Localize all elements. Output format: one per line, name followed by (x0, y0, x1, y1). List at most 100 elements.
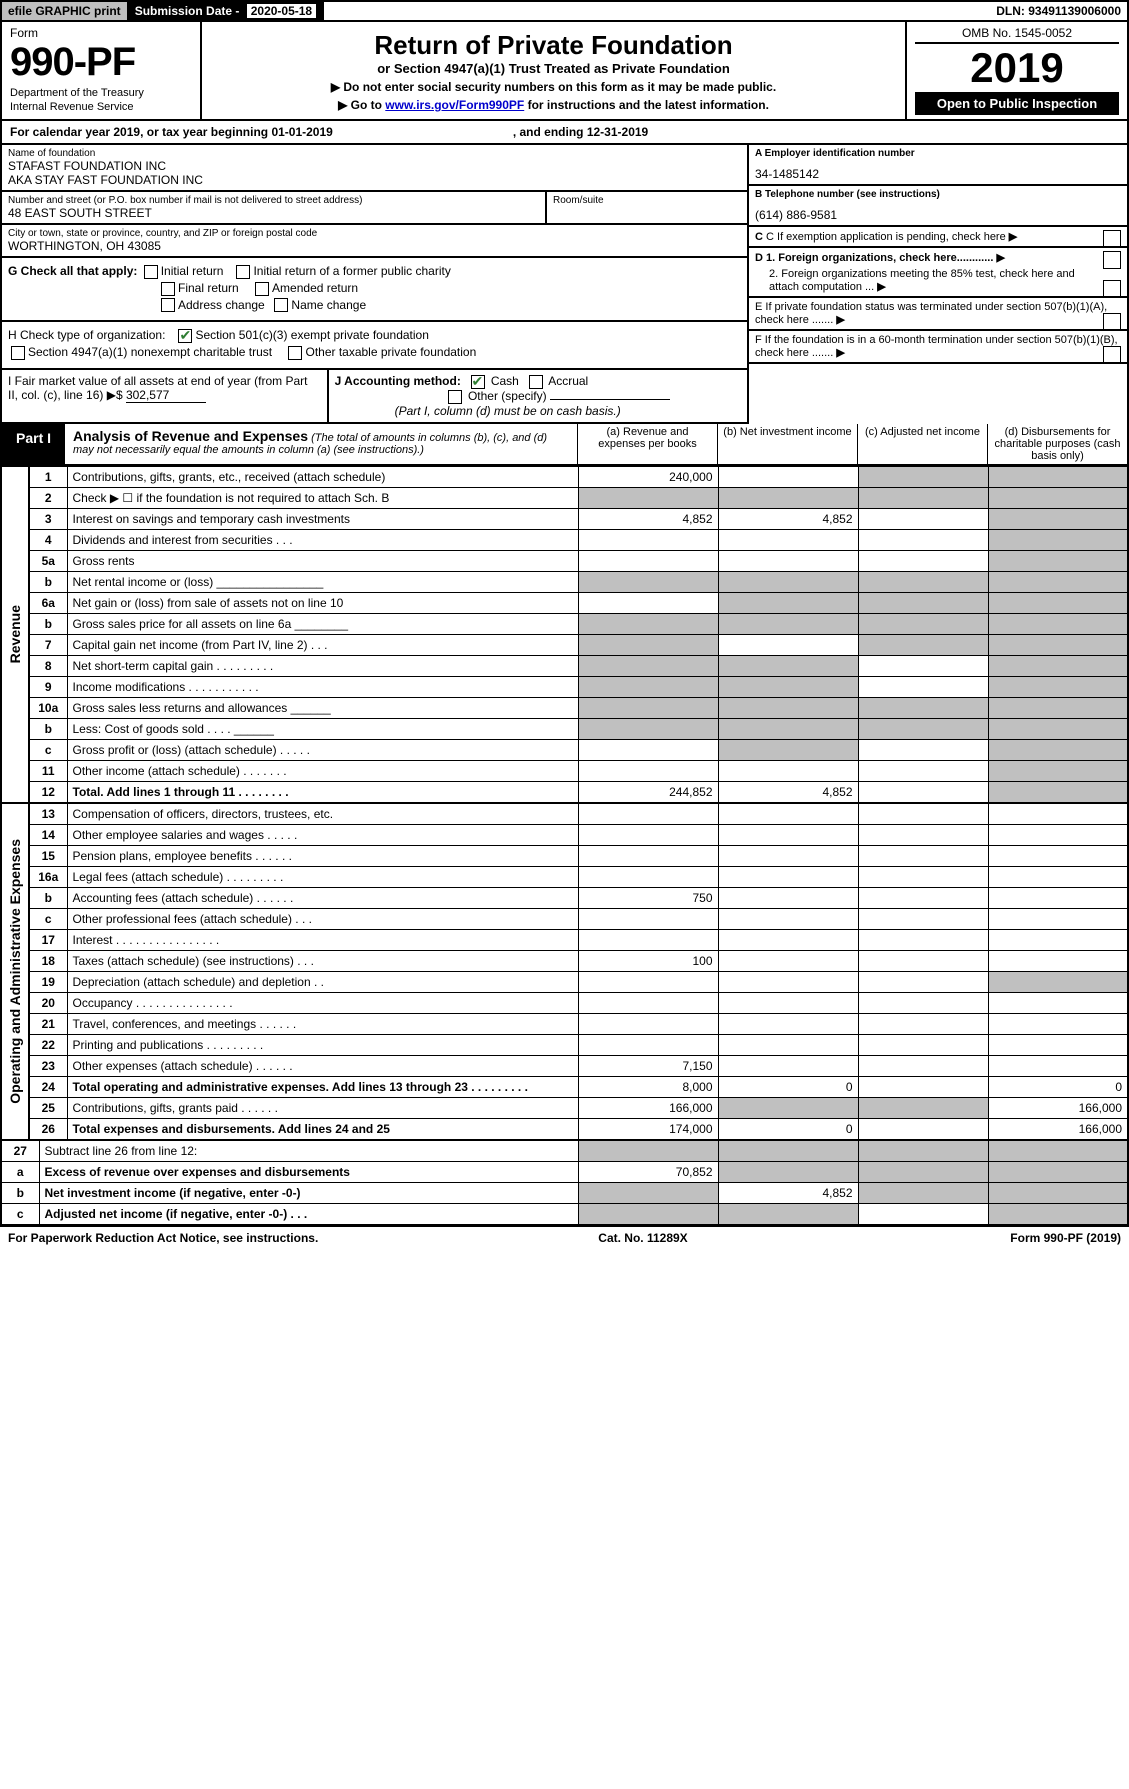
cell-grey (578, 718, 718, 739)
line-label: Gross rents (67, 550, 578, 571)
line-label: Interest . . . . . . . . . . . . . . . . (67, 929, 578, 950)
cell-grey (578, 676, 718, 697)
cell-value (718, 1013, 858, 1034)
checkbox-d1[interactable] (1103, 251, 1121, 269)
cell-grey (988, 781, 1128, 802)
checkbox-501c3[interactable] (178, 329, 192, 343)
cell-grey (858, 697, 988, 718)
part1-header: Part I Analysis of Revenue and Expenses … (0, 424, 1129, 466)
efile-print-button[interactable]: efile GRAPHIC print (2, 2, 129, 20)
checkbox-other-method[interactable] (448, 390, 462, 404)
line-label: Adjusted net income (if negative, enter … (39, 1203, 578, 1225)
d1-label: D 1. Foreign organizations, check here..… (755, 252, 993, 264)
line-label: Income modifications . . . . . . . . . .… (67, 676, 578, 697)
checkbox-4947[interactable] (11, 346, 25, 360)
line-label: Interest on savings and temporary cash i… (67, 508, 578, 529)
line-label: Gross sales price for all assets on line… (67, 613, 578, 634)
checkbox-final-return[interactable] (161, 282, 175, 296)
section-h: H Check type of organization: Section 50… (2, 322, 747, 370)
line-label: Contributions, gifts, grants paid . . . … (67, 1097, 578, 1118)
line-label: Excess of revenue over expenses and disb… (39, 1161, 578, 1182)
cell-value: 0 (718, 1118, 858, 1139)
cell-grey (988, 529, 1128, 550)
line-number: 22 (29, 1034, 67, 1055)
calendar-year-row: For calendar year 2019, or tax year begi… (0, 121, 1129, 145)
cell-value (988, 1013, 1128, 1034)
line-label: Gross sales less returns and allowances … (67, 697, 578, 718)
tax-year: 2019 (915, 44, 1119, 92)
cell-value (858, 655, 988, 676)
cell-grey (988, 550, 1128, 571)
checkbox-initial-return[interactable] (144, 265, 158, 279)
line-label: Printing and publications . . . . . . . … (67, 1034, 578, 1055)
side-label: Revenue (1, 466, 29, 802)
line-number: 17 (29, 929, 67, 950)
cell-value (858, 508, 988, 529)
calendar-begin: For calendar year 2019, or tax year begi… (10, 125, 333, 139)
cell-grey (988, 1140, 1128, 1161)
section-f: F If the foundation is in a 60-month ter… (749, 331, 1127, 364)
cell-grey (858, 571, 988, 592)
omb-number: OMB No. 1545-0052 (915, 26, 1119, 44)
cell-grey (718, 676, 858, 697)
checkbox-cash[interactable] (471, 375, 485, 389)
checkbox-c[interactable] (1103, 230, 1121, 248)
line-number: 5a (29, 550, 67, 571)
line-label: Dividends and interest from securities .… (67, 529, 578, 550)
checkbox-name-change[interactable] (274, 298, 288, 312)
cell-value (578, 866, 718, 887)
form-word: Form (10, 26, 192, 40)
cell-value (988, 887, 1128, 908)
j-label: J Accounting method: (335, 374, 461, 388)
cell-value (858, 971, 988, 992)
line-label: Net investment income (if negative, ente… (39, 1182, 578, 1203)
room-suite-label: Room/suite (547, 192, 747, 223)
cell-value: 4,852 (578, 508, 718, 529)
line-label: Total expenses and disbursements. Add li… (67, 1118, 578, 1139)
address-value: 48 EAST SOUTH STREET (8, 206, 539, 220)
line-label: Occupancy . . . . . . . . . . . . . . . (67, 992, 578, 1013)
cell-grey (858, 613, 988, 634)
section-c: C C If exemption application is pending,… (749, 227, 1127, 248)
checkbox-e[interactable] (1103, 313, 1121, 331)
foundation-name-cell: Name of foundation STAFAST FOUNDATION IN… (2, 145, 747, 192)
checkbox-f[interactable] (1103, 346, 1121, 364)
cell-value (578, 845, 718, 866)
cell-grey (988, 1203, 1128, 1225)
cell-value (578, 550, 718, 571)
line-number: b (29, 887, 67, 908)
col-c-header: (c) Adjusted net income (857, 424, 987, 466)
cell-value (988, 866, 1128, 887)
cell-value (578, 908, 718, 929)
cell-grey (718, 592, 858, 613)
checkbox-initial-former[interactable] (236, 265, 250, 279)
line-label: Accounting fees (attach schedule) . . . … (67, 887, 578, 908)
cell-value (988, 1055, 1128, 1076)
checkbox-address-change[interactable] (161, 298, 175, 312)
line-label: Gross profit or (loss) (attach schedule)… (67, 739, 578, 760)
checkbox-amended[interactable] (255, 282, 269, 296)
cell-value (718, 550, 858, 571)
cell-value (988, 908, 1128, 929)
cell-grey (988, 634, 1128, 655)
cell-value (718, 529, 858, 550)
checkbox-other-taxable[interactable] (288, 346, 302, 360)
checkbox-d2[interactable] (1103, 280, 1121, 298)
checkbox-accrual[interactable] (529, 375, 543, 389)
cell-grey (578, 1182, 718, 1203)
cell-value (858, 845, 988, 866)
col-a-header: (a) Revenue and expenses per books (577, 424, 717, 466)
line-number: a (1, 1161, 39, 1182)
cell-value (718, 634, 858, 655)
cell-value: 750 (578, 887, 718, 908)
line-number: 23 (29, 1055, 67, 1076)
cell-grey (988, 760, 1128, 781)
line-number: 19 (29, 971, 67, 992)
cell-value: 4,852 (718, 1182, 858, 1203)
cell-grey (858, 487, 988, 508)
cell-grey (858, 1140, 988, 1161)
cell-value (578, 1034, 718, 1055)
g-label: G Check all that apply: (8, 264, 137, 278)
cell-value (858, 781, 988, 802)
irs-link[interactable]: www.irs.gov/Form990PF (385, 98, 524, 112)
